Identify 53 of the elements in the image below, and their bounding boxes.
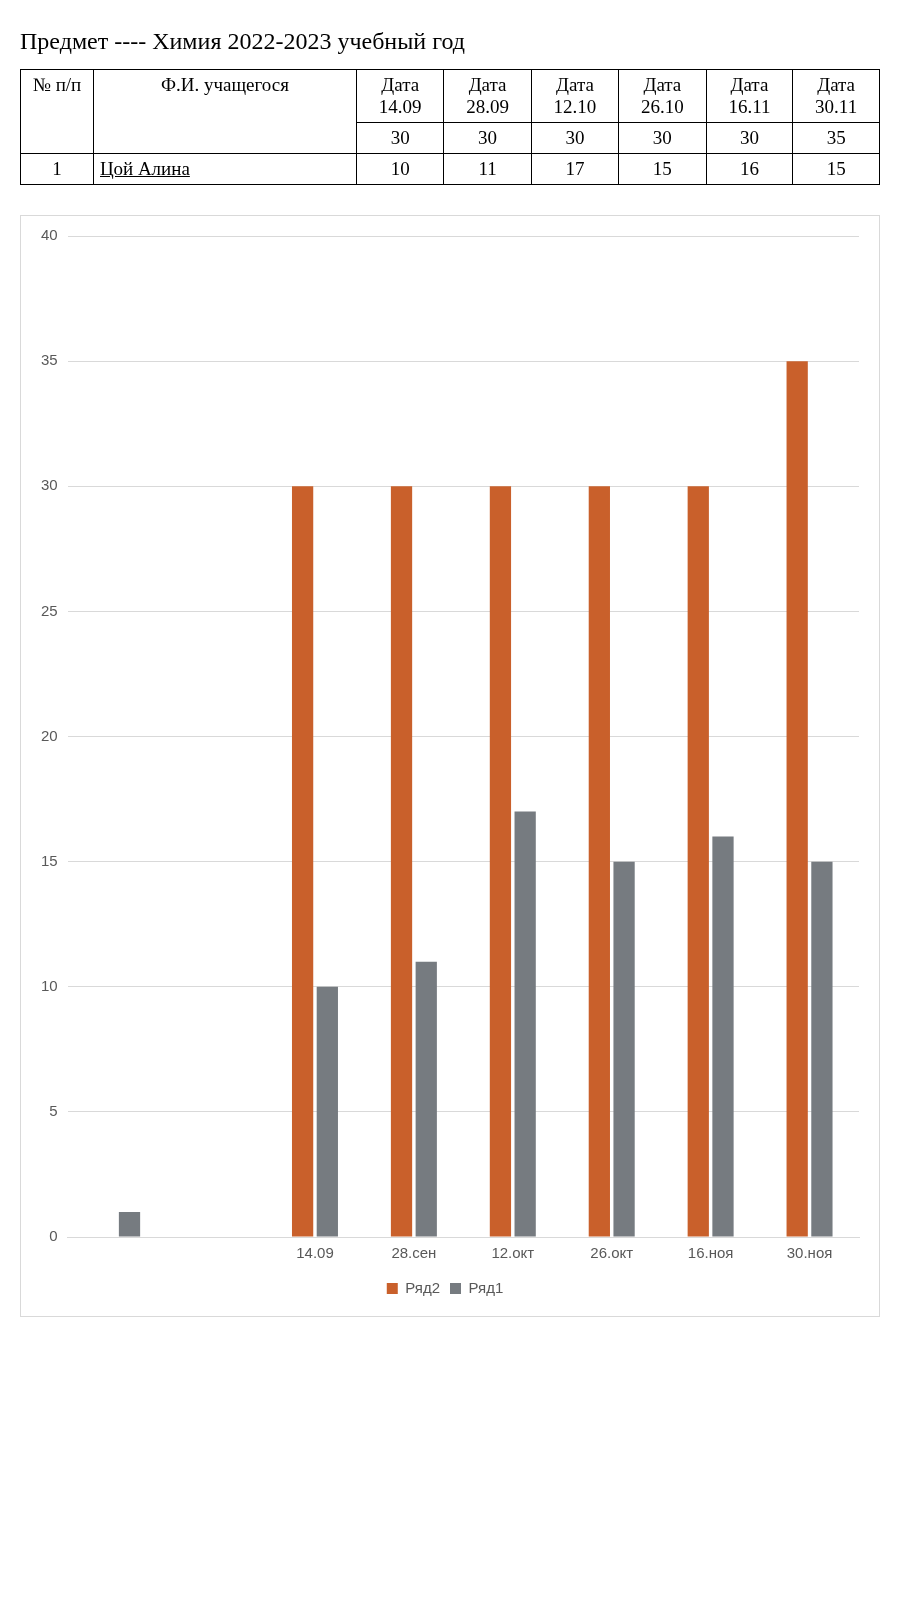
text: 30	[443, 122, 532, 154]
bar	[514, 811, 536, 1237]
x-tick-label: 12.окт	[491, 1244, 535, 1262]
text: Дата 28.09	[443, 69, 532, 123]
text: Дата 14.09	[356, 69, 444, 123]
text: 30	[706, 122, 793, 154]
chart-title: Предмет ---- Химия 2022-2023 учебный год	[20, 28, 466, 55]
text: 11	[443, 153, 532, 185]
bar	[390, 486, 413, 1237]
y-tick-label: 40	[41, 226, 58, 244]
y-tick-label: 15	[41, 851, 58, 869]
text: Дата 26.10	[618, 69, 707, 123]
bar	[811, 861, 833, 1237]
y-tick-label: 10	[41, 976, 58, 994]
text: Ф.И. учащегося	[93, 69, 357, 154]
x-tick-label: 30.ноя	[786, 1244, 833, 1262]
text: 16	[706, 153, 793, 185]
bar	[712, 836, 734, 1237]
text: 30	[356, 122, 444, 154]
x-tick-label: 26.окт	[590, 1244, 634, 1262]
text: 15	[618, 153, 707, 185]
text: 17	[531, 153, 619, 185]
legend-label: Ряд1	[468, 1278, 504, 1296]
bar	[316, 986, 338, 1237]
y-tick-label: 35	[41, 351, 58, 369]
y-tick-label: 5	[49, 1102, 58, 1120]
text: 30	[531, 122, 619, 154]
y-tick-label: 20	[41, 726, 58, 744]
x-tick-label: 16.ноя	[687, 1244, 734, 1262]
y-tick-label: 30	[41, 476, 58, 494]
bar	[118, 1211, 141, 1237]
text: 1	[20, 153, 94, 185]
y-tick-label: 0	[49, 1227, 58, 1245]
text: 15	[792, 153, 880, 185]
bar	[687, 486, 709, 1237]
x-tick-label: 14.09	[296, 1244, 334, 1262]
text: 30	[618, 122, 707, 154]
text: Цой Алина	[93, 153, 357, 185]
x-tick-label: 28.сен	[391, 1244, 437, 1262]
bar	[786, 361, 808, 1237]
text: Дата 30.11	[792, 69, 880, 123]
bar	[291, 486, 314, 1237]
text: Дата 12.10	[531, 69, 619, 123]
text: 10	[356, 153, 444, 185]
bar	[415, 961, 437, 1237]
legend-label: Ряд2	[405, 1278, 441, 1296]
text: № п/п	[20, 69, 94, 154]
text: Дата 16.11	[706, 69, 793, 123]
y-tick-label: 25	[41, 601, 58, 619]
bar	[489, 486, 512, 1237]
bar	[613, 861, 635, 1237]
bar	[588, 486, 610, 1237]
text: 35	[792, 122, 880, 154]
